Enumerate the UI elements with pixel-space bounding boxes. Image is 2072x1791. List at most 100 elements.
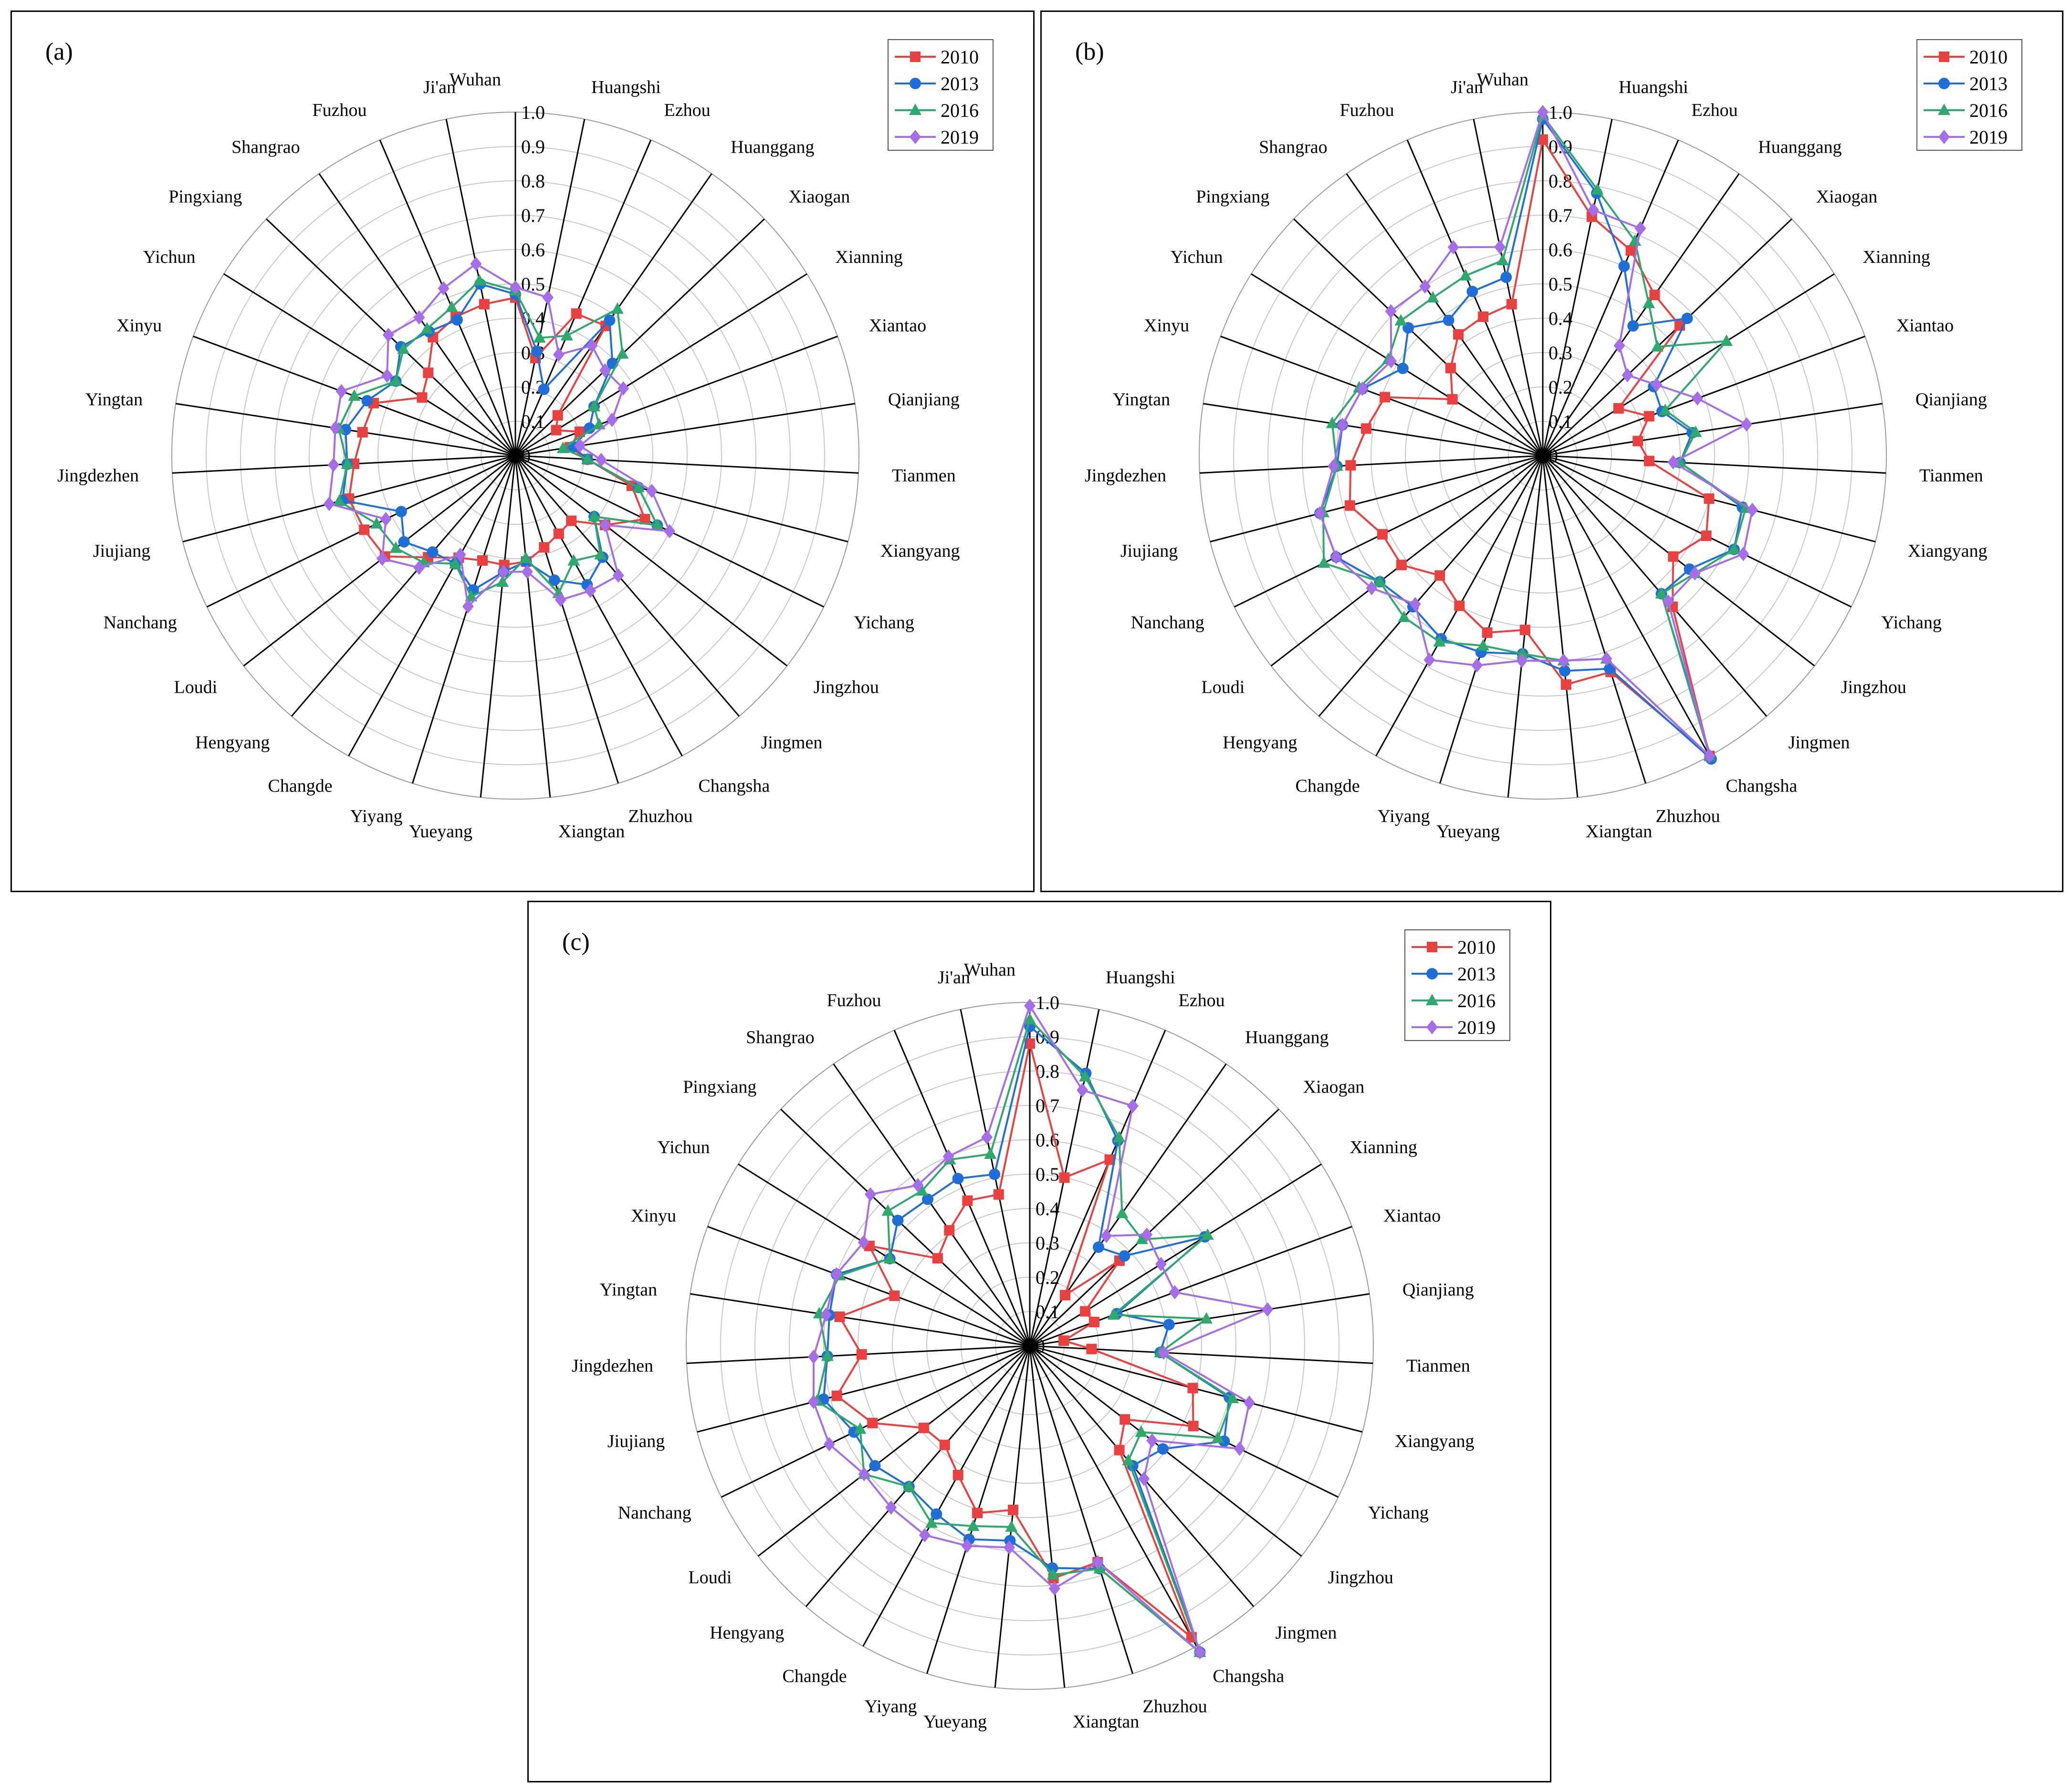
category-label: Jingmen xyxy=(761,732,823,752)
data-point-2010 xyxy=(972,1508,983,1519)
data-point-2019 xyxy=(1737,547,1749,562)
spoke-line xyxy=(1029,1030,1166,1346)
spoke-line xyxy=(833,1063,1031,1346)
data-point-2013 xyxy=(892,1215,904,1227)
data-point-2010 xyxy=(1560,679,1571,690)
category-label: Jingmen xyxy=(1276,1623,1337,1643)
data-point-2010 xyxy=(1478,311,1489,322)
data-point-2016 xyxy=(581,452,594,464)
data-point-2016 xyxy=(1093,1562,1106,1574)
legend-label-2019: 2019 xyxy=(1457,1017,1496,1038)
category-label: Ji'an xyxy=(423,77,456,97)
data-point-2016 xyxy=(588,510,601,521)
data-point-2016 xyxy=(902,1480,915,1492)
category-label: Xiantao xyxy=(1383,1206,1441,1226)
category-label: Xiangtan xyxy=(558,822,625,842)
category-label: Loudi xyxy=(689,1568,732,1588)
data-point-2010 xyxy=(993,1189,1004,1200)
data-point-2010 xyxy=(1059,1172,1070,1183)
data-point-2013 xyxy=(1397,363,1409,375)
category-label: Xiantao xyxy=(1896,316,1954,336)
category-label: Xinyu xyxy=(631,1206,676,1226)
data-point-2013 xyxy=(548,574,560,586)
data-point-2019 xyxy=(820,1307,832,1322)
legend-label-2013: 2013 xyxy=(1457,963,1496,985)
data-point-2016 xyxy=(1046,1568,1059,1580)
category-label: Hengyang xyxy=(1223,732,1297,752)
radial-tick-label: 0.7 xyxy=(521,205,545,226)
data-point-2016 xyxy=(1024,1013,1036,1024)
series-2010 xyxy=(1344,134,1715,761)
spoke-line xyxy=(515,455,848,542)
data-point-2010 xyxy=(831,1390,842,1401)
data-point-2019 xyxy=(329,421,341,436)
data-point-2019 xyxy=(595,453,607,468)
legend-box xyxy=(1404,929,1510,1041)
data-point-2019 xyxy=(498,564,510,579)
data-point-2016 xyxy=(616,347,629,359)
category-label: Changsha xyxy=(698,776,770,796)
data-point-2013 xyxy=(538,384,550,396)
category-label: Xiaogan xyxy=(1303,1077,1365,1097)
data-point-2016 xyxy=(1651,340,1664,352)
data-point-2016 xyxy=(1135,1232,1148,1244)
radar-chart-a: 00.10.20.30.40.50.60.70.80.91.0WuhanHuan… xyxy=(45,38,994,842)
data-point-2019 xyxy=(617,381,629,396)
data-point-2013 xyxy=(952,1173,964,1185)
spoke-line xyxy=(1542,455,1815,666)
legend-marker-2019 xyxy=(910,130,921,144)
data-point-2010 xyxy=(1120,1414,1130,1425)
category-label: Hengyang xyxy=(195,732,270,752)
spoke-line xyxy=(1542,119,1613,456)
radial-tick-label: 0.7 xyxy=(1549,205,1572,226)
data-point-2013 xyxy=(1500,271,1512,283)
data-point-2016 xyxy=(1727,542,1740,554)
data-point-2019 xyxy=(599,363,611,378)
category-label: Yingtan xyxy=(1113,389,1170,409)
data-point-2016 xyxy=(1643,296,1655,308)
category-label: Wuhan xyxy=(1477,70,1528,90)
spoke-line xyxy=(738,1163,1030,1347)
data-point-2019 xyxy=(1613,338,1625,353)
radial-tick-labels: 00.10.20.30.40.50.60.70.80.91.0 xyxy=(1549,102,1572,467)
data-point-2010 xyxy=(1008,1504,1019,1515)
data-point-2010 xyxy=(1114,1445,1125,1456)
data-point-2010 xyxy=(1396,560,1407,571)
data-point-2016 xyxy=(445,301,458,312)
data-point-2019 xyxy=(585,583,596,598)
data-point-2010 xyxy=(889,1290,900,1301)
data-point-2019 xyxy=(586,338,598,353)
data-point-2019 xyxy=(542,290,554,305)
spoke-line xyxy=(514,119,586,456)
legend-marker-2010 xyxy=(910,52,921,62)
data-point-2019 xyxy=(807,1395,819,1409)
data-point-2019 xyxy=(1667,455,1679,469)
spoke-line xyxy=(697,1345,1030,1433)
data-point-2010 xyxy=(539,542,550,553)
category-label: Ji'an xyxy=(938,968,970,988)
data-point-2019 xyxy=(981,1130,993,1145)
category-label: Pingxiang xyxy=(168,187,242,207)
category-label: Wuhan xyxy=(964,960,1015,980)
data-point-2016 xyxy=(1116,1207,1129,1218)
spoke-line xyxy=(1029,1163,1322,1347)
category-label: Yichang xyxy=(854,613,914,633)
data-point-2019 xyxy=(1494,239,1506,254)
spoke-line xyxy=(291,455,516,717)
data-point-2013 xyxy=(1119,1250,1130,1262)
data-point-2019 xyxy=(335,384,347,398)
category-label: Pingxiang xyxy=(1196,187,1269,207)
data-point-2019 xyxy=(646,483,658,498)
data-point-2013 xyxy=(1443,314,1455,326)
spoke-line xyxy=(1542,455,1852,608)
category-label: Yueyang xyxy=(409,822,472,842)
data-point-2010 xyxy=(1506,299,1517,310)
data-point-2010 xyxy=(551,425,562,436)
category-label: Xiangyang xyxy=(1908,541,1988,561)
data-point-2019 xyxy=(1155,1257,1167,1271)
category-label: Ji'an xyxy=(1451,77,1483,97)
data-point-2010 xyxy=(1380,392,1391,403)
spoke-line xyxy=(1542,455,1768,717)
category-label: Xiangyang xyxy=(1395,1431,1475,1451)
